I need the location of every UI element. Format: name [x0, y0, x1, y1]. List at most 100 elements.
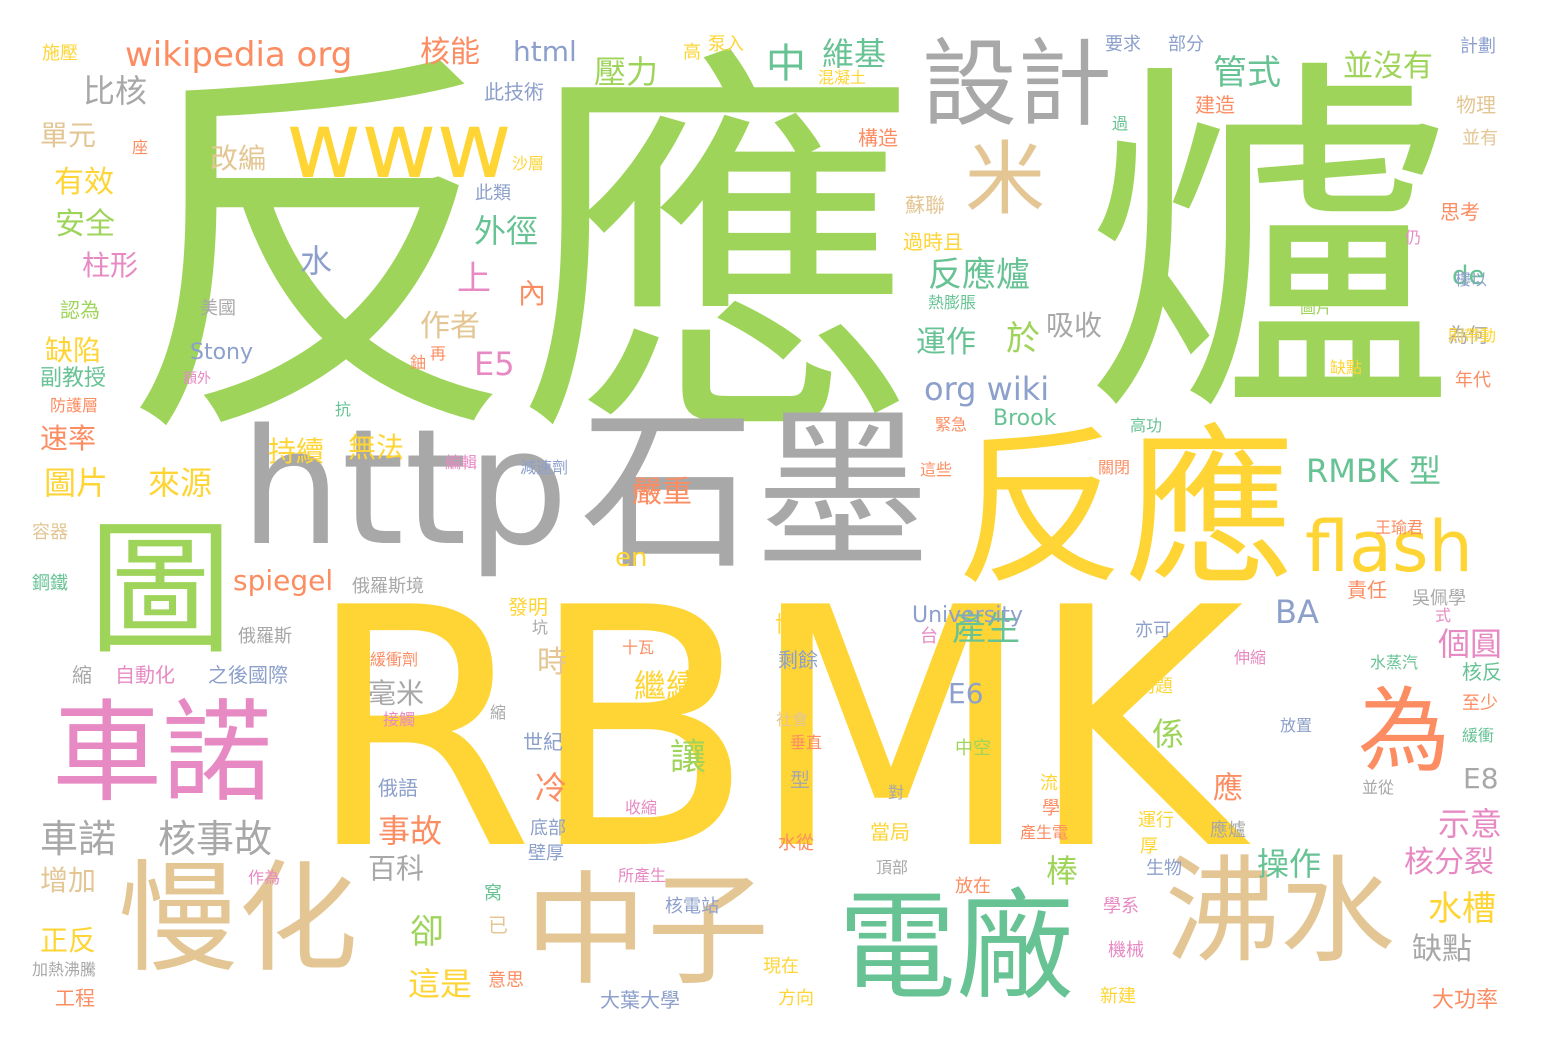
cloud-word: 反應爐	[928, 255, 1030, 295]
cloud-word: 來源	[148, 464, 213, 502]
cloud-word: 為	[1358, 678, 1451, 785]
cloud-word: 作者	[420, 309, 480, 344]
cloud-word: BA	[1275, 593, 1319, 631]
cloud-word: 鋼鐵	[32, 573, 68, 594]
cloud-word: 仍	[1405, 228, 1422, 247]
cloud-word: 美國	[200, 298, 236, 319]
cloud-word: 壁厚	[528, 843, 564, 864]
cloud-word: RMBK 型	[1306, 452, 1441, 490]
cloud-word: 責任	[1347, 578, 1387, 602]
cloud-word: 發明	[508, 595, 548, 619]
cloud-word: 施壓	[42, 43, 78, 64]
cloud-word: 維基	[822, 35, 887, 73]
cloud-word: 俄語	[378, 776, 418, 800]
cloud-word: 百科	[368, 852, 425, 885]
cloud-word: 緊急	[935, 415, 968, 434]
cloud-word: 水蒸汽	[1370, 653, 1419, 672]
cloud-word: 電廠	[838, 878, 1075, 1016]
cloud-word: 則帶動	[1448, 326, 1497, 345]
cloud-word: en	[615, 543, 648, 573]
cloud-word: 冷	[535, 769, 568, 807]
cloud-word: 卻	[410, 912, 444, 952]
cloud-word: 安全	[55, 207, 115, 242]
cloud-word: Stony	[190, 340, 254, 365]
cloud-word: 至少	[1462, 693, 1498, 714]
cloud-word: 防護層	[50, 396, 99, 415]
cloud-word: E5	[474, 345, 515, 383]
cloud-word: html	[513, 35, 577, 68]
cloud-word: 減速劑	[520, 458, 569, 477]
cloud-word: 生物	[1146, 858, 1182, 879]
cloud-word: 學系	[1103, 896, 1139, 917]
cloud-word: 中空	[955, 738, 991, 759]
cloud-word: 內	[518, 277, 547, 310]
cloud-word: 核能	[420, 35, 480, 70]
cloud-word: 單元	[40, 119, 97, 152]
cloud-word: 產生電	[1020, 823, 1069, 842]
cloud-word: 關閉	[1098, 458, 1131, 477]
cloud-word: 抗	[335, 400, 352, 419]
cloud-word: 核事故	[158, 817, 273, 861]
cloud-word: flash	[1305, 506, 1473, 588]
cloud-word: 縮	[490, 703, 507, 722]
cloud-word: http	[240, 394, 569, 581]
cloud-word: 自動化	[115, 663, 175, 687]
cloud-word: 水槽	[1428, 889, 1496, 929]
cloud-word: 速率	[40, 422, 97, 455]
cloud-word: E6	[948, 677, 984, 710]
cloud-word: University	[912, 603, 1023, 628]
cloud-word: 外徑	[474, 212, 539, 250]
cloud-word: 認為	[60, 298, 100, 322]
cloud-word: 厚	[1140, 836, 1158, 857]
cloud-word: 放置	[1280, 716, 1313, 735]
cloud-word: 應爐	[1210, 820, 1246, 841]
cloud-word: 反應	[955, 411, 1296, 609]
cloud-word: 學	[1042, 798, 1060, 819]
cloud-word: 已	[488, 913, 508, 937]
cloud-word: 操作	[1257, 845, 1322, 883]
cloud-word: 新建	[1100, 986, 1136, 1007]
cloud-word: 核分裂	[1404, 845, 1494, 880]
cloud-word: 沙層	[512, 154, 545, 173]
cloud-word: 並從	[1362, 778, 1395, 797]
cloud-word: 為何	[1448, 323, 1488, 347]
cloud-word: 過	[1112, 114, 1129, 133]
cloud-word: 毫米	[368, 677, 425, 710]
cloud-word: 底部	[530, 818, 566, 839]
cloud-word: org wiki	[924, 370, 1050, 408]
cloud-word: 要求	[1105, 34, 1141, 55]
cloud-word: 垂直	[790, 733, 823, 752]
cloud-word: 對	[888, 783, 905, 802]
cloud-word: 產生	[952, 609, 1020, 649]
cloud-word: 缺點	[1330, 358, 1363, 377]
cloud-word: 嚴重	[632, 475, 692, 510]
cloud-word: 問題	[1137, 676, 1173, 697]
cloud-word: 俄羅斯	[238, 626, 292, 647]
cloud-word: 蘇聯	[905, 193, 945, 217]
cloud-word: 所產生	[618, 866, 667, 885]
cloud-word: 意思	[488, 970, 524, 991]
cloud-word: 高功	[1130, 416, 1163, 435]
cloud-word: 方向	[778, 988, 814, 1009]
cloud-word: 壓力	[594, 53, 659, 91]
cloud-word: 圖片	[44, 464, 109, 502]
cloud-word: wikipedia org	[125, 35, 353, 75]
cloud-word: spiegel	[233, 564, 334, 597]
cloud-word: 剩餘	[778, 648, 818, 672]
cloud-word: 頂部	[876, 858, 909, 877]
cloud-word: 座	[132, 138, 149, 157]
cloud-word: 石墨	[580, 391, 930, 594]
cloud-word: 世紀	[523, 730, 563, 754]
cloud-word: 持續	[268, 435, 325, 468]
cloud-word: 部分	[1168, 34, 1204, 55]
cloud-word: 缺陷	[45, 334, 102, 367]
cloud-word: 容器	[32, 522, 68, 543]
cloud-word: 過時且	[903, 230, 963, 254]
cloud-word: 思考	[1440, 200, 1480, 224]
cloud-word: 型	[790, 768, 810, 792]
cloud-word: 讓	[670, 737, 707, 778]
cloud-word: RBMK	[305, 538, 1244, 922]
cloud-word: 圖	[88, 506, 233, 675]
cloud-word: 萬	[1068, 742, 1085, 761]
